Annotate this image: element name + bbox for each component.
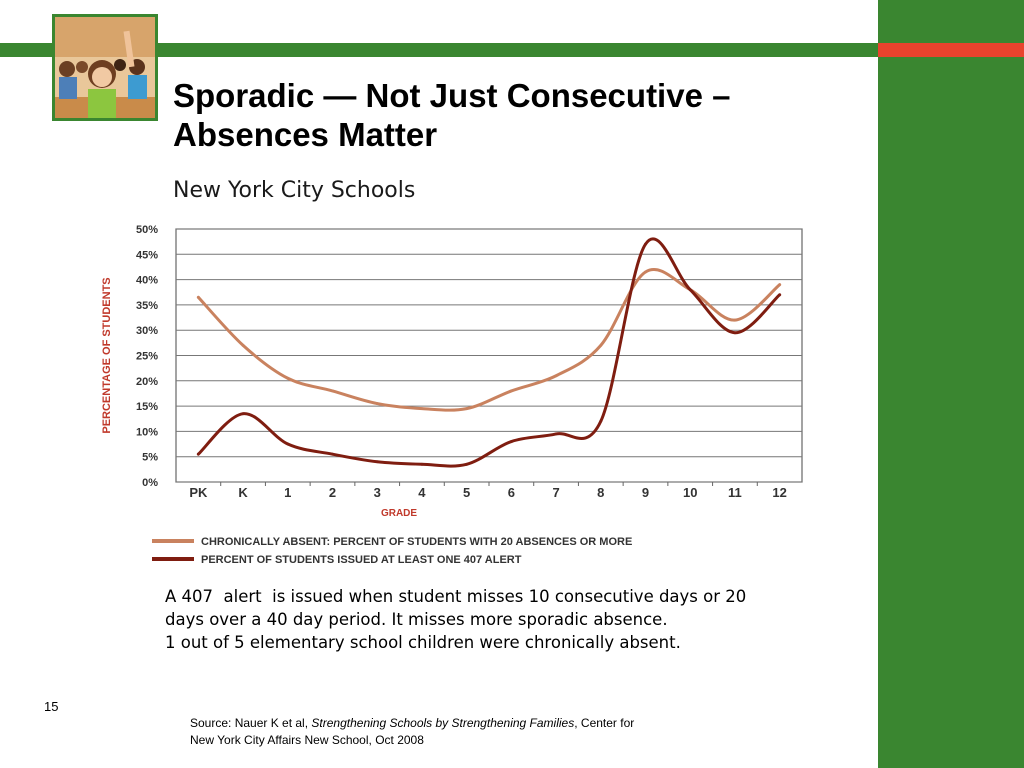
series-2-point (733, 331, 737, 335)
series-2-point (375, 460, 379, 464)
x-tick-label: 5 (463, 485, 470, 500)
series-2-point (286, 442, 290, 446)
y-tick-label: 10% (136, 426, 158, 438)
series-2-point (465, 462, 469, 466)
series-1-point (778, 283, 782, 287)
x-tick-label: 3 (374, 485, 381, 500)
x-tick-label: 8 (597, 485, 604, 500)
y-tick-label: 25% (136, 351, 158, 363)
slide-subtitle: New York City Schools (173, 178, 416, 203)
x-tick-label: 7 (552, 485, 559, 500)
title-line-2: Absences Matter (173, 116, 438, 153)
series-2-point (778, 293, 782, 297)
classroom-students-photo (52, 14, 158, 121)
series-2-point (196, 452, 200, 456)
series-1-point (196, 295, 200, 299)
source-line-2: New York City Affairs New School, Oct 20… (190, 733, 424, 747)
source-title: Strengthening Schools by Strengthening F… (311, 716, 575, 730)
y-tick-label: 20% (136, 376, 158, 388)
x-tick-label: PK (189, 485, 208, 500)
body-line-3: 1 out of 5 elementary school children we… (165, 633, 681, 652)
series-1-point (286, 376, 290, 380)
y-tick-label: 30% (136, 325, 158, 337)
series-2-point (554, 432, 558, 436)
body-line-2: days over a 40 day period. It misses mor… (165, 610, 668, 629)
y-tick-label: 45% (136, 249, 158, 261)
series-1-point (465, 407, 469, 411)
series-2-point (509, 440, 513, 443)
top-green-bar (0, 43, 880, 57)
x-tick-label: 2 (329, 485, 336, 500)
series-2-point (420, 462, 424, 466)
body-text: A 407 alert is issued when student misse… (165, 585, 845, 654)
title-line-1: Sporadic — Not Just Consecutive – (173, 77, 731, 114)
series-1-point (733, 318, 737, 322)
orange-accent-bar (878, 43, 1024, 57)
series-1-point (509, 389, 513, 393)
slide-number: 15 (44, 699, 59, 714)
y-axis-label: PERCENTAGE OF STUDENTS (101, 277, 113, 433)
x-tick-label: 9 (642, 485, 649, 500)
source-suffix: , Center for (574, 716, 635, 730)
series-2-point (644, 242, 647, 246)
series-1-point (375, 402, 379, 405)
x-tick-label: K (238, 485, 248, 500)
slide-title: Sporadic — Not Just Consecutive – Absenc… (173, 76, 863, 154)
legend-label-1: CHRONICALLY ABSENT: PERCENT OF STUDENTS … (201, 536, 632, 548)
x-tick-label: 1 (284, 485, 291, 500)
series-1-point (331, 389, 334, 393)
series-1-point (241, 343, 245, 347)
legend-label-2: PERCENT OF STUDENTS ISSUED AT LEAST ONE … (201, 554, 522, 566)
y-tick-label: 15% (136, 401, 158, 413)
series-1-point (420, 407, 424, 411)
absence-line-chart: 0%5%10%15%20%25%30%35%40%45%50%PK K 1 2 3 4 5 6… (101, 224, 803, 566)
students-photo-icon (55, 17, 155, 118)
source-citation: Source: Nauer K et al, Strengthening Sch… (190, 715, 750, 749)
series-1-point (599, 343, 603, 347)
x-tick-label: 12 (772, 485, 786, 500)
body-line-1: A 407 alert is issued when student misse… (165, 587, 747, 606)
x-tick-label: 10 (683, 485, 697, 500)
series-1-point (644, 270, 647, 274)
series-2-point (241, 412, 245, 416)
x-axis-label: GRADE (381, 508, 417, 519)
y-tick-label: 5% (142, 452, 158, 464)
y-tick-label: 40% (136, 275, 158, 287)
y-tick-label: 0% (142, 477, 158, 489)
series-1-point (554, 374, 558, 378)
series-2-point (688, 288, 692, 292)
x-tick-label: 6 (508, 485, 515, 500)
x-tick-label: 11 (728, 485, 742, 500)
y-tick-label: 35% (136, 300, 158, 312)
y-tick-label: 50% (136, 224, 158, 236)
right-green-panel (878, 0, 1024, 768)
source-prefix: Source: Nauer K et al, (190, 716, 312, 730)
series-2-point (331, 452, 334, 456)
x-tick-label: 4 (418, 485, 426, 500)
series-2-point (599, 419, 603, 423)
